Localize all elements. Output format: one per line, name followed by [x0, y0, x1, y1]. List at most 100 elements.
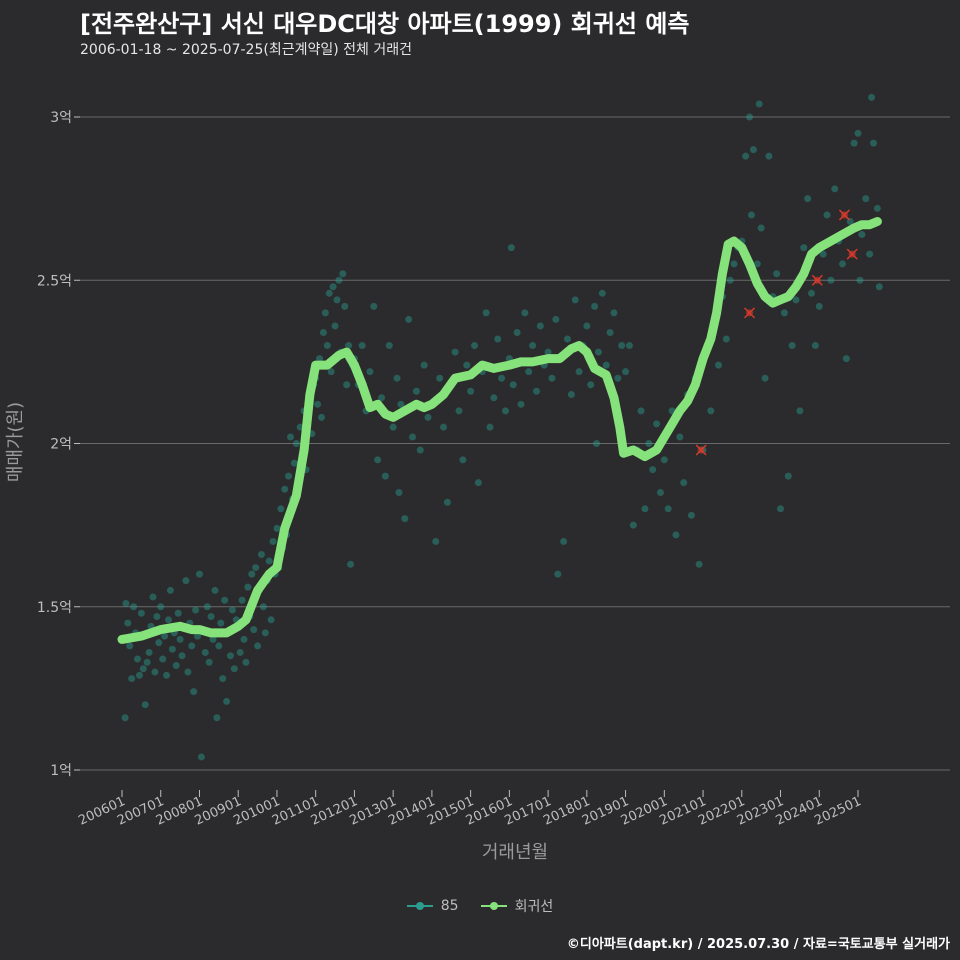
data-point	[823, 211, 831, 219]
data-point	[329, 283, 337, 291]
data-point	[471, 342, 479, 350]
data-point	[221, 596, 229, 604]
data-point	[839, 260, 847, 268]
data-point	[722, 335, 730, 343]
data-point	[257, 551, 265, 559]
data-point	[440, 423, 448, 431]
data-point	[765, 152, 773, 160]
data-point	[292, 440, 300, 447]
data-point	[190, 688, 198, 696]
data-point	[184, 668, 192, 676]
data-point	[153, 613, 161, 621]
data-point	[598, 289, 606, 297]
data-point	[420, 361, 428, 369]
data-point	[395, 488, 403, 496]
data-point	[856, 276, 864, 284]
outlier-marker	[838, 209, 850, 221]
data-point	[327, 368, 335, 376]
scatter-layer	[120, 93, 883, 761]
data-point	[676, 433, 684, 441]
data-point	[141, 701, 149, 709]
data-point	[482, 309, 490, 317]
data-point	[317, 413, 325, 421]
outlier-marker	[695, 444, 707, 456]
data-point	[593, 440, 601, 447]
data-point	[726, 276, 734, 284]
data-point	[401, 515, 409, 523]
data-point	[149, 593, 157, 601]
data-point	[126, 642, 134, 650]
data-point	[742, 152, 750, 160]
data-point	[707, 407, 715, 415]
data-point	[525, 368, 533, 376]
data-point	[509, 381, 517, 389]
data-point	[842, 355, 850, 363]
data-point	[397, 400, 405, 408]
data-point	[811, 342, 819, 350]
data-point	[242, 658, 250, 666]
data-point	[575, 368, 583, 376]
data-point	[777, 505, 785, 513]
data-point	[215, 642, 223, 650]
data-point	[780, 309, 788, 317]
data-point	[145, 648, 153, 656]
data-point	[197, 753, 205, 761]
data-point	[788, 342, 796, 350]
data-point	[168, 645, 176, 653]
data-point	[424, 413, 432, 421]
data-point	[347, 560, 355, 568]
data-point	[335, 276, 343, 284]
data-point	[660, 456, 668, 464]
data-point	[529, 342, 537, 350]
x-axis-label: 거래년월	[482, 842, 548, 863]
data-point	[730, 260, 738, 268]
data-point	[808, 289, 816, 297]
data-point	[205, 658, 213, 666]
legend-item-regression: 회귀선	[480, 896, 553, 916]
data-point	[672, 531, 680, 539]
data-point	[784, 472, 792, 480]
data-point	[261, 629, 269, 637]
data-point	[285, 472, 293, 480]
data-point	[281, 485, 289, 493]
data-point	[217, 619, 225, 627]
data-point	[467, 387, 475, 395]
data-point	[409, 433, 417, 441]
data-point	[345, 342, 353, 350]
source-caption: ©디아파트(dapt.kr) / 2025.07.30 / 자료=국토교통부 실…	[566, 937, 950, 952]
data-point	[695, 560, 703, 568]
y-tick-label: 2.5억	[37, 273, 72, 289]
legend-item-scatter: 85	[406, 898, 459, 914]
data-point	[259, 603, 267, 611]
data-point	[161, 632, 169, 640]
data-point	[236, 648, 244, 656]
data-point	[122, 599, 130, 607]
data-point	[625, 342, 633, 350]
data-point	[715, 361, 723, 369]
data-point	[746, 113, 754, 121]
data-point	[238, 596, 246, 604]
data-point	[563, 335, 571, 343]
data-point	[602, 361, 610, 369]
data-point	[178, 652, 186, 660]
data-point	[267, 616, 275, 624]
data-point	[687, 511, 695, 519]
data-point	[254, 642, 262, 650]
data-point	[606, 328, 614, 336]
data-point	[341, 302, 349, 310]
data-point	[209, 635, 217, 643]
data-point	[552, 315, 560, 323]
legend-key-scatter	[406, 900, 433, 912]
data-point	[664, 505, 672, 513]
data-point	[757, 224, 765, 232]
data-point	[443, 498, 451, 506]
outlier-cross	[811, 274, 823, 286]
data-point	[827, 276, 835, 284]
data-point	[194, 632, 202, 640]
data-point	[155, 639, 163, 647]
data-point	[339, 270, 347, 278]
data-point	[463, 361, 471, 369]
y-axis-label: 매매가(원)	[5, 402, 26, 482]
data-point	[866, 250, 874, 258]
data-point	[747, 211, 755, 219]
